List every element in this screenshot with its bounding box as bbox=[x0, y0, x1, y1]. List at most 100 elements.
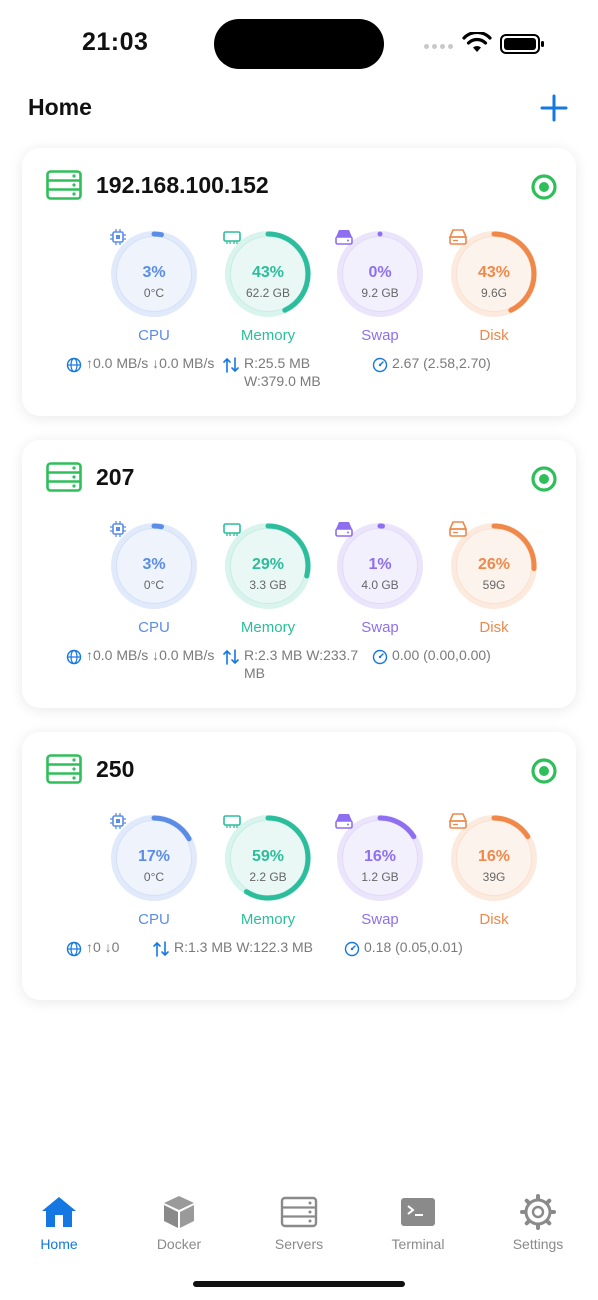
progress-ring bbox=[111, 815, 197, 901]
server-icon bbox=[280, 1196, 318, 1228]
cpu-gauge: 17% 0°C CPU bbox=[108, 812, 200, 928]
tab-home-label: Home bbox=[40, 1236, 78, 1252]
memory-label: Memory bbox=[240, 619, 296, 636]
swap-drive-icon bbox=[335, 814, 353, 829]
cpu-percent: 17% bbox=[137, 848, 171, 865]
progress-ring bbox=[337, 523, 423, 609]
home-indicator bbox=[193, 1281, 405, 1287]
tab-servers-label: Servers bbox=[274, 1236, 324, 1252]
swap-percent: 1% bbox=[368, 556, 392, 573]
globe-icon bbox=[66, 941, 82, 957]
cpu-label: CPU bbox=[138, 911, 170, 928]
cpu-detail: 0°C bbox=[143, 286, 165, 300]
server-card[interactable]: 250 17% 0°C CPU bbox=[22, 732, 576, 1000]
cpu-gauge: 3% 0°C CPU bbox=[108, 228, 200, 344]
server-icon bbox=[46, 754, 82, 784]
wifi-icon bbox=[462, 32, 492, 52]
tab-settings[interactable]: Settings bbox=[488, 1190, 588, 1252]
online-status-icon bbox=[531, 466, 557, 492]
server-card-header: 207 bbox=[46, 462, 134, 492]
memory-detail: 62.2 GB bbox=[245, 286, 291, 300]
tab-docker-label: Docker bbox=[156, 1236, 202, 1252]
progress-ring bbox=[451, 231, 537, 317]
swap-label: Swap bbox=[361, 327, 399, 344]
tab-terminal[interactable]: Terminal bbox=[368, 1190, 468, 1252]
cpu-chip-icon bbox=[110, 229, 126, 245]
disk-io: R:2.3 MB W:233.7 MB bbox=[244, 647, 359, 681]
memory-label: Memory bbox=[240, 327, 296, 344]
cpu-detail: 0°C bbox=[143, 870, 165, 884]
hard-disk-icon bbox=[448, 521, 468, 537]
progress-ring bbox=[225, 523, 311, 609]
disk-gauge: 16% 39G Disk bbox=[448, 812, 540, 928]
resource-gauges: 17% 0°C CPU 59% 2.2 GB Memory bbox=[84, 812, 544, 932]
resource-gauges: 3% 0°C CPU 43% 62.2 GB Memory bbox=[84, 228, 544, 348]
load-stat: 2.67 (2.58,2.70) bbox=[372, 354, 502, 373]
network-stat: ↑0 ↓0 bbox=[66, 938, 216, 957]
cellular-signal-icon bbox=[424, 44, 453, 49]
load-average: 2.67 (2.58,2.70) bbox=[392, 355, 491, 371]
server-card[interactable]: 207 3% 0°C CPU bbox=[22, 440, 576, 708]
cpu-ring: 17% 0°C bbox=[108, 812, 200, 904]
resource-gauges: 3% 0°C CPU 29% 3.3 GB Memory bbox=[84, 520, 544, 640]
memory-module-icon bbox=[223, 523, 241, 536]
online-status-icon bbox=[531, 758, 557, 784]
memory-ring: 29% 3.3 GB bbox=[222, 520, 314, 612]
tab-bar: Home Docker Servers Terminal bbox=[0, 1190, 598, 1260]
disk-gauge: 26% 59G Disk bbox=[448, 520, 540, 636]
network-stat: ↑0.0 MB/s ↓0.0 MB/s bbox=[66, 354, 216, 373]
server-card-header: 192.168.100.152 bbox=[46, 170, 269, 200]
server-stats: ↑0 ↓0 R:1.3 MB W:122.3 MB 0.18 (0.05,0.0… bbox=[66, 938, 566, 978]
load-average: 0.18 (0.05,0.01) bbox=[364, 939, 463, 955]
swap-detail: 1.2 GB bbox=[361, 870, 399, 884]
network-speed: ↑0.0 MB/s ↓0.0 MB/s bbox=[86, 647, 215, 663]
disk-percent: 43% bbox=[477, 264, 511, 281]
gauge-icon bbox=[372, 649, 388, 665]
server-card[interactable]: 192.168.100.152 3% 0°C CPU bbox=[22, 148, 576, 416]
load-average: 0.00 (0.00,0.00) bbox=[392, 647, 491, 663]
globe-icon bbox=[66, 357, 82, 373]
add-server-button[interactable] bbox=[538, 92, 570, 124]
memory-gauge: 59% 2.2 GB Memory bbox=[222, 812, 314, 928]
network-stat: ↑0.0 MB/s ↓0.0 MB/s bbox=[66, 646, 216, 665]
memory-ring: 59% 2.2 GB bbox=[222, 812, 314, 904]
swap-ring: 16% 1.2 GB bbox=[334, 812, 426, 904]
disk-ring: 16% 39G bbox=[448, 812, 540, 904]
disk-ring: 43% 9.6G bbox=[448, 228, 540, 320]
server-stats: ↑0.0 MB/s ↓0.0 MB/s R:25.5 MB W:379.0 MB… bbox=[66, 354, 566, 394]
disk-percent: 26% bbox=[477, 556, 511, 573]
progress-ring bbox=[111, 523, 197, 609]
progress-ring bbox=[225, 231, 311, 317]
cpu-chip-icon bbox=[110, 521, 126, 537]
hard-disk-icon bbox=[448, 229, 468, 245]
disk-io: R:1.3 MB W:122.3 MB bbox=[174, 939, 314, 955]
cpu-detail: 0°C bbox=[143, 578, 165, 592]
cpu-percent: 3% bbox=[142, 556, 166, 573]
cpu-ring: 3% 0°C bbox=[108, 520, 200, 612]
tab-servers[interactable]: Servers bbox=[249, 1190, 349, 1252]
house-icon bbox=[42, 1197, 76, 1227]
battery-icon bbox=[500, 34, 544, 54]
transfer-arrows-icon bbox=[223, 649, 239, 665]
disk-label: Disk bbox=[479, 619, 509, 636]
gauge-icon bbox=[372, 357, 388, 373]
tab-home[interactable]: Home bbox=[9, 1190, 109, 1252]
network-speed: ↑0 ↓0 bbox=[86, 939, 120, 955]
network-speed: ↑0.0 MB/s ↓0.0 MB/s bbox=[86, 355, 215, 371]
tab-docker[interactable]: Docker bbox=[129, 1190, 229, 1252]
swap-gauge: 1% 4.0 GB Swap bbox=[334, 520, 426, 636]
gear-icon bbox=[520, 1194, 556, 1230]
tab-terminal-label: Terminal bbox=[391, 1236, 445, 1252]
disk-io: R:25.5 MB W:379.0 MB bbox=[244, 355, 321, 389]
disk-label: Disk bbox=[479, 327, 509, 344]
cpu-chip-icon bbox=[110, 813, 126, 829]
memory-detail: 2.2 GB bbox=[249, 870, 287, 884]
memory-percent: 29% bbox=[251, 556, 285, 573]
swap-percent: 16% bbox=[363, 848, 397, 865]
progress-ring bbox=[337, 815, 423, 901]
swap-gauge: 16% 1.2 GB Swap bbox=[334, 812, 426, 928]
disk-io-stat: R:25.5 MB W:379.0 MB bbox=[222, 354, 362, 390]
memory-gauge: 43% 62.2 GB Memory bbox=[222, 228, 314, 344]
tab-settings-label: Settings bbox=[512, 1236, 564, 1252]
disk-detail: 39G bbox=[482, 870, 506, 884]
